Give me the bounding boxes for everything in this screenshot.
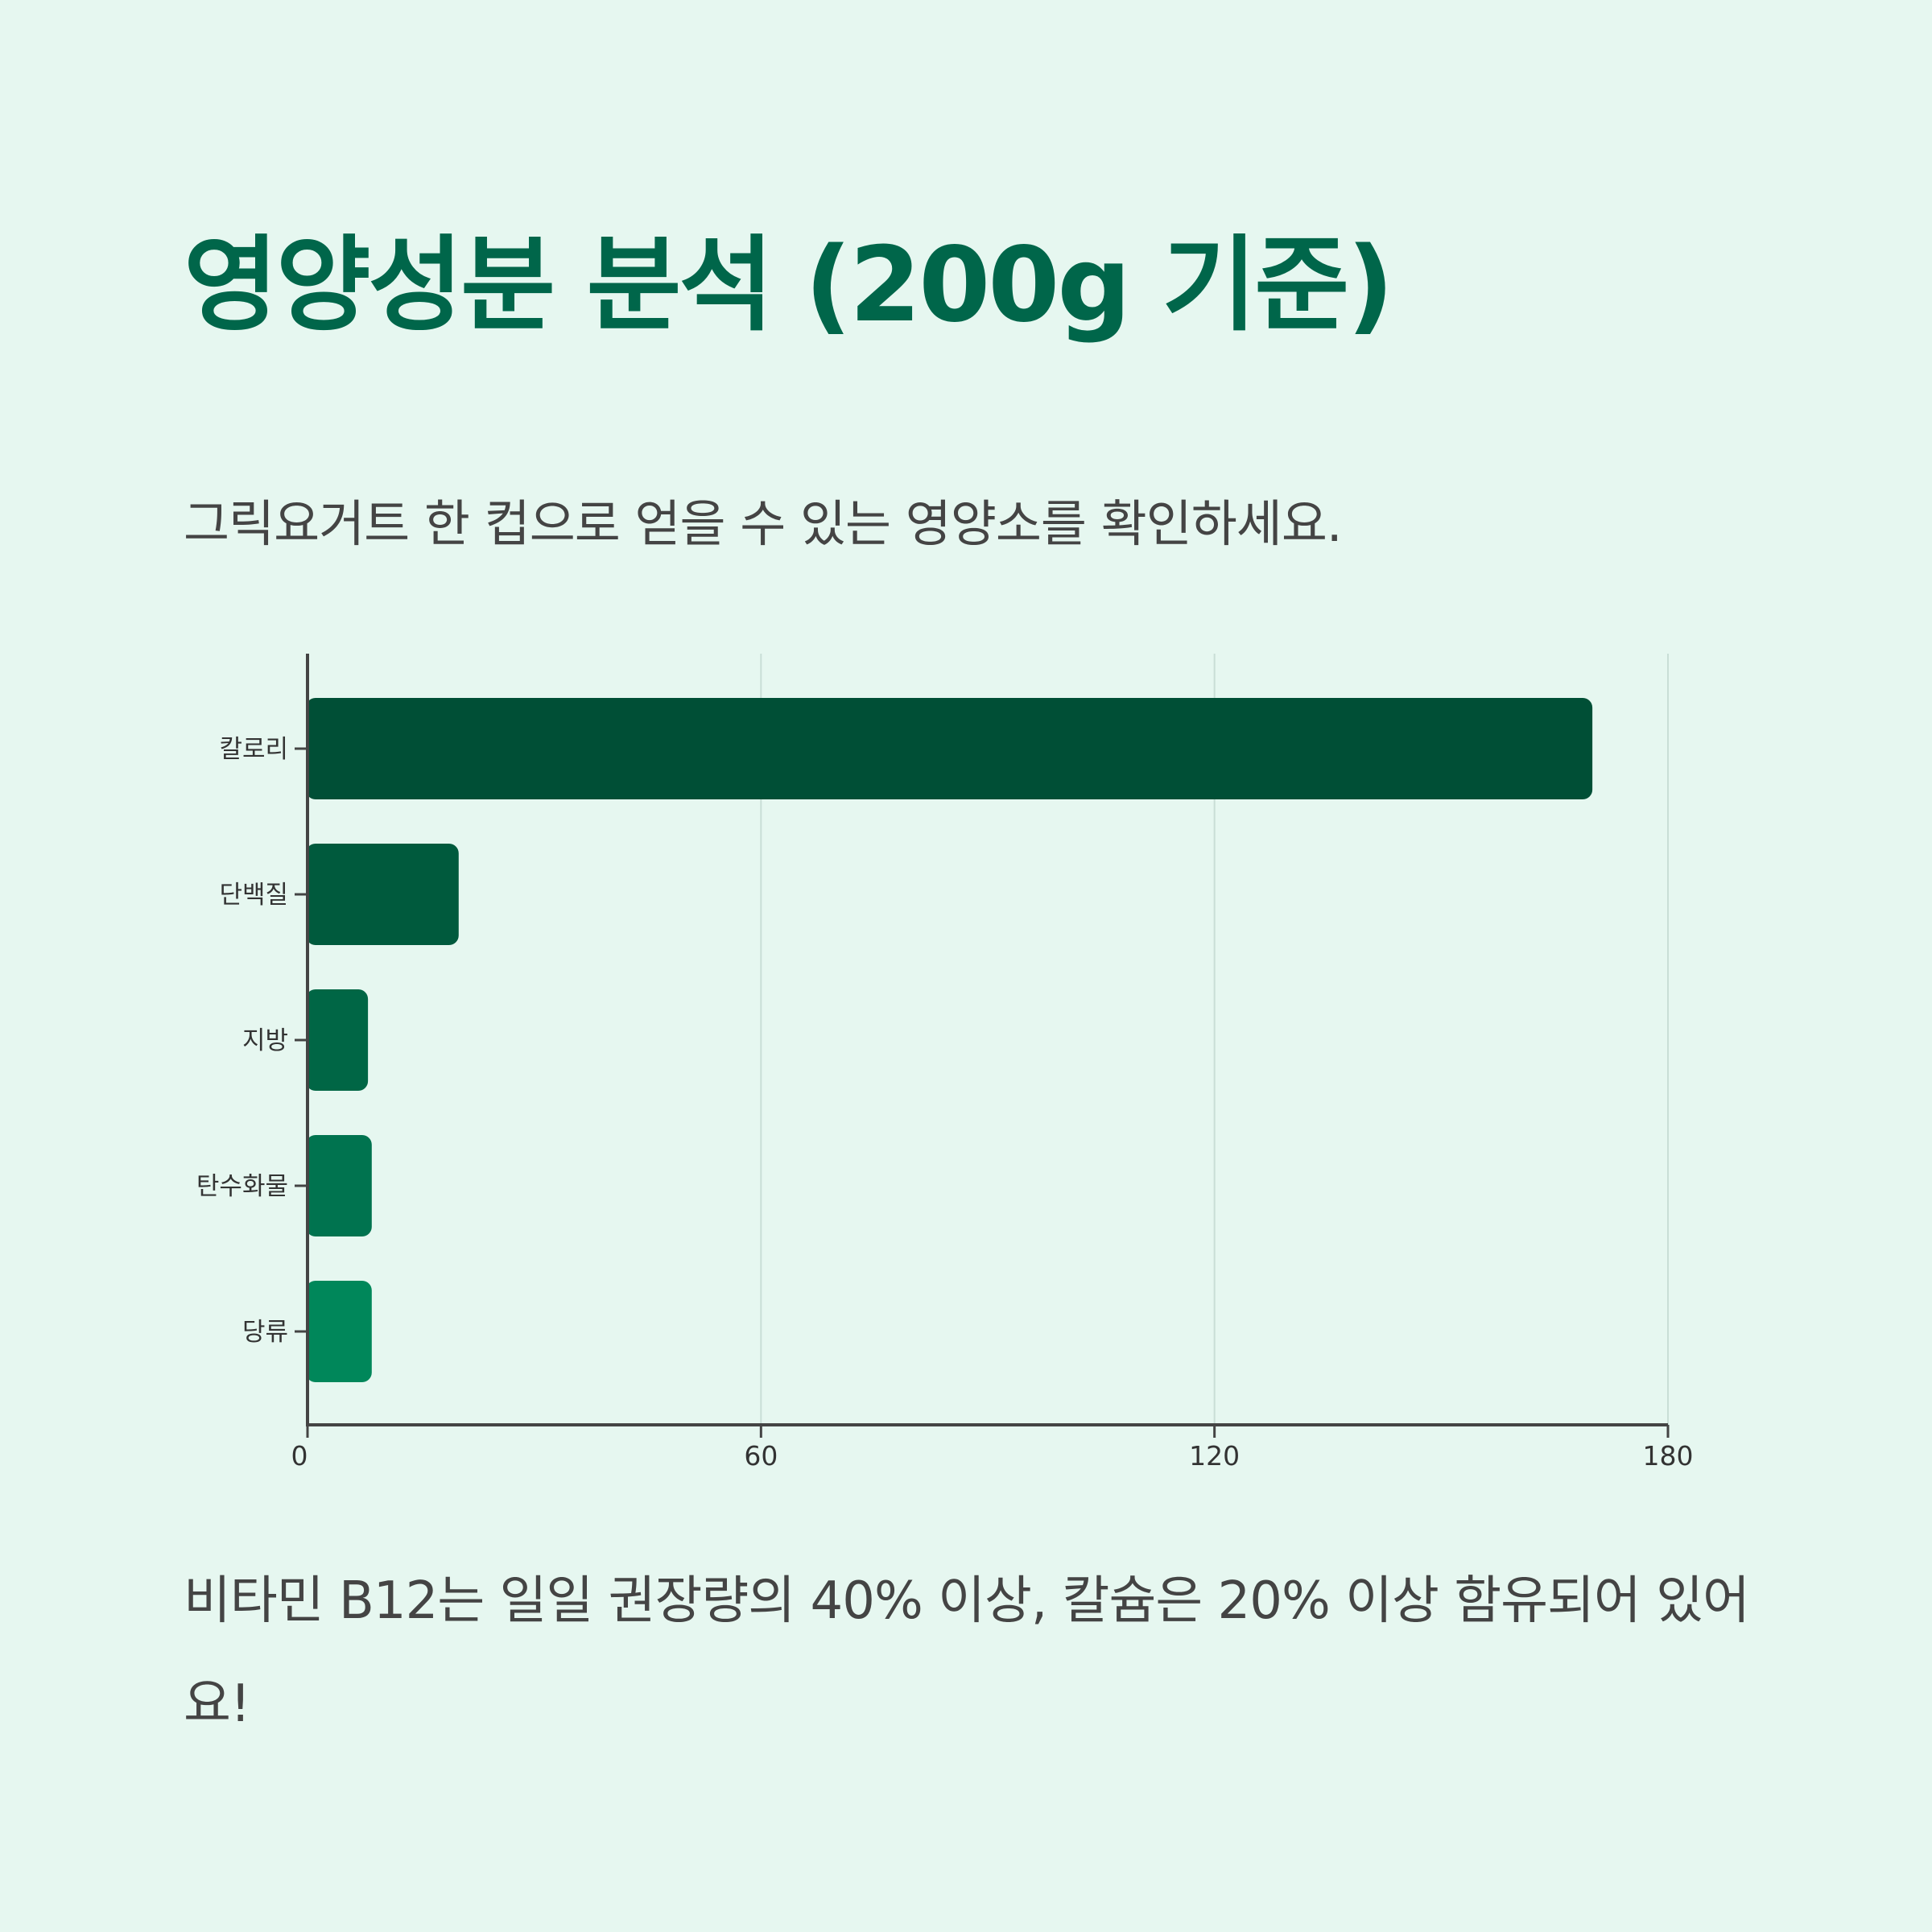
y-tick-label-4: 탄수화물 bbox=[196, 1172, 288, 1201]
y-tick-label-2: 단백질 bbox=[219, 881, 288, 910]
bar-2 bbox=[306, 844, 459, 945]
bar-5 bbox=[306, 1281, 372, 1382]
bar-3 bbox=[306, 989, 369, 1091]
page-subtitle: 그릭요거트 한 컵으로 얻을 수 있는 영양소를 확인하세요. bbox=[184, 494, 1343, 553]
bar-4 bbox=[306, 1135, 372, 1236]
x-tick-label-180: 180 bbox=[1643, 1440, 1694, 1472]
y-tick-label-3: 지방 bbox=[242, 1026, 288, 1055]
page-title: 영양성분 분석 (200g 기준) bbox=[184, 225, 1394, 345]
y-tick-label-5: 당류 bbox=[242, 1318, 288, 1347]
y-tick-label-1: 칼로리 bbox=[219, 735, 288, 764]
bar-1 bbox=[306, 698, 1593, 799]
x-tick-label-60: 60 bbox=[744, 1440, 778, 1472]
chart-bars bbox=[306, 698, 1593, 1382]
x-tick-label-120: 120 bbox=[1189, 1440, 1240, 1472]
x-tick-label-0: 0 bbox=[291, 1440, 308, 1472]
footnote-text: 비타민 B12는 일일 권장량의 40% 이상, 칼슘은 20% 이상 함유되어… bbox=[184, 1571, 1750, 1734]
